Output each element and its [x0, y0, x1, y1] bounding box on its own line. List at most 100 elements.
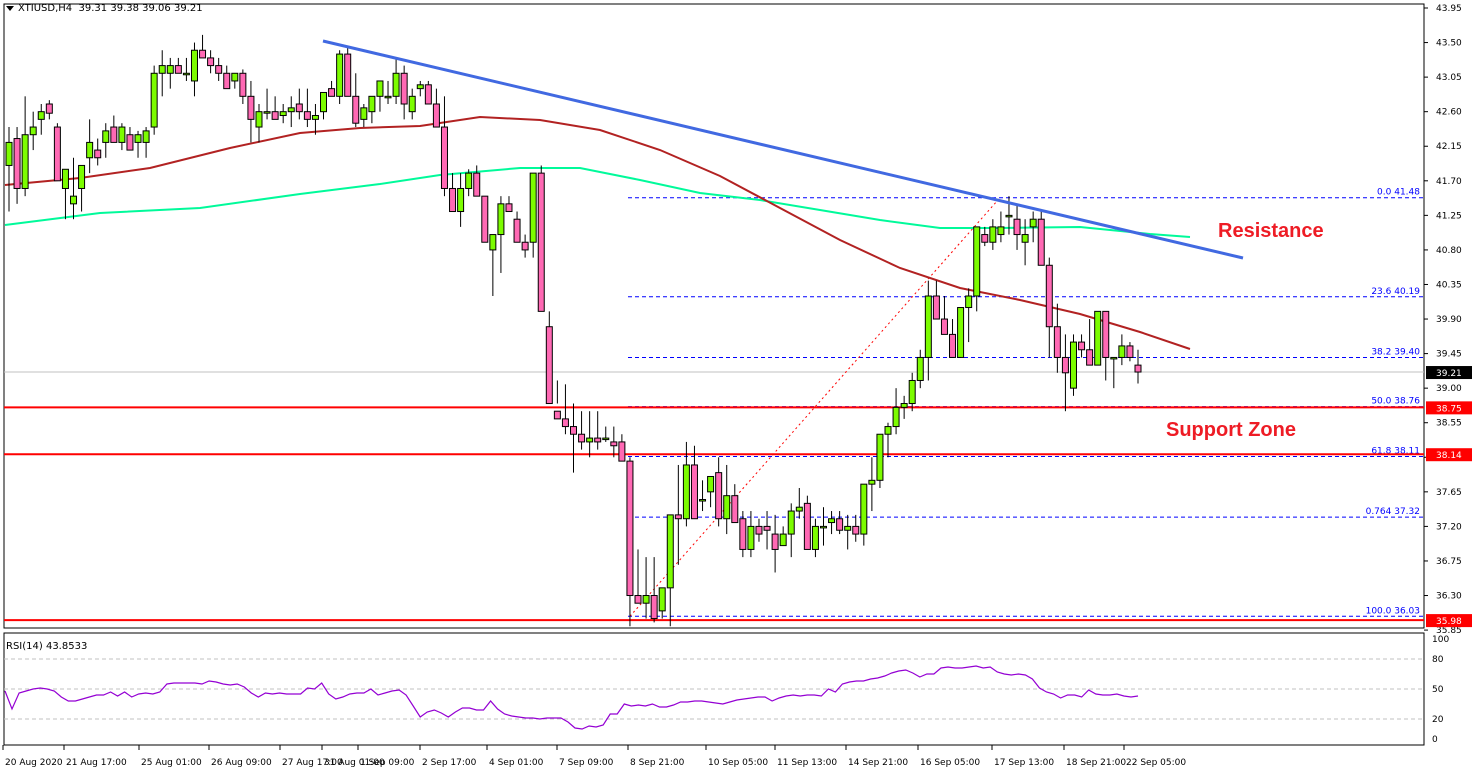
bear-candle	[755, 525, 763, 535]
bull-candle	[586, 437, 594, 443]
bear-candle	[852, 525, 860, 535]
time-axis-label: 7 Sep 09:00	[559, 758, 614, 768]
bull-candle	[78, 164, 86, 189]
bull-candle	[102, 130, 110, 143]
bull-candle	[489, 234, 497, 251]
bear-candle	[803, 502, 811, 550]
bear-candle	[715, 472, 723, 520]
bull-candle	[190, 49, 198, 82]
bull-candle	[908, 379, 916, 405]
bull-candle	[336, 53, 344, 97]
bear-candle	[344, 53, 352, 97]
bull-candle	[844, 525, 852, 531]
bull-candle	[320, 91, 328, 113]
bear-candle	[940, 318, 948, 335]
bear-candle	[110, 126, 118, 143]
price-tag-label: 38.75	[1436, 404, 1462, 414]
bull-candle	[602, 437, 610, 441]
bull-candle	[182, 72, 190, 76]
bull-candle	[263, 111, 271, 114]
bull-candle	[828, 518, 836, 524]
bull-candle	[1029, 218, 1037, 228]
bear-candle	[1053, 326, 1061, 358]
bear-candle	[771, 533, 779, 550]
bull-candle	[642, 595, 650, 604]
bear-candle	[626, 460, 634, 597]
bull-candle	[723, 495, 731, 520]
bull-candle	[368, 95, 376, 113]
time-axis-label: 18 Sep 21:00	[1066, 758, 1126, 768]
bear-candle	[1061, 356, 1069, 374]
bull-candle	[1094, 310, 1102, 366]
bull-candle	[61, 168, 69, 189]
price-axis-label: 43.05	[1436, 73, 1462, 83]
rsi-line	[4, 665, 1139, 730]
price-tag-label: 39.21	[1436, 369, 1462, 379]
time-axis-label: 31 Aug 01:00	[324, 758, 385, 768]
bull-candle	[699, 499, 707, 502]
price-tag	[1426, 401, 1472, 415]
bear-candle	[1078, 341, 1086, 351]
bear-candle	[449, 187, 457, 213]
bull-candle	[118, 126, 126, 143]
bull-candle	[150, 72, 158, 128]
bull-candle	[707, 475, 715, 493]
bull-candle	[408, 95, 416, 113]
bear-candle	[674, 514, 682, 520]
bull-candle	[376, 80, 384, 97]
bear-candle	[690, 464, 698, 520]
bull-candle	[787, 510, 795, 535]
bull-candle	[29, 126, 37, 136]
bear-candle	[239, 72, 247, 97]
ma-slow-line	[4, 167, 1191, 238]
bear-candle	[763, 525, 771, 531]
bull-candle	[1069, 341, 1077, 389]
bear-candle	[199, 49, 207, 59]
bull-candle	[860, 483, 868, 535]
price-axis-label: 42.15	[1436, 142, 1462, 152]
time-axis-label: 10 Sep 05:00	[708, 758, 768, 768]
bull-candle	[1110, 356, 1118, 360]
bull-candle	[965, 295, 973, 309]
dropdown-triangle-icon[interactable]	[6, 5, 14, 11]
fib-level-label: 38.2 39.40	[1371, 347, 1420, 357]
price-axis-label: 39.90	[1436, 315, 1462, 325]
bull-candle	[1118, 345, 1126, 358]
price-tag	[1426, 614, 1472, 628]
bear-candle	[594, 437, 602, 443]
bull-candle	[682, 464, 690, 520]
bull-candle	[384, 95, 392, 99]
bull-candle	[747, 525, 755, 550]
time-axis-label: 22 Sep 05:00	[1126, 758, 1186, 768]
bull-candle	[416, 84, 424, 90]
bear-candle	[1126, 345, 1134, 358]
bull-candle	[392, 72, 400, 97]
bear-candle	[545, 326, 553, 405]
bull-candle	[360, 107, 368, 120]
bull-candle	[37, 111, 45, 120]
bear-candle	[634, 595, 642, 604]
bear-candle	[473, 172, 481, 197]
bear-candle	[836, 518, 844, 531]
bear-candle	[553, 410, 561, 420]
bear-candle	[174, 65, 182, 74]
price-tag-label: 38.14	[1436, 451, 1462, 461]
bull-candle	[779, 533, 787, 547]
price-axis-label: 43.95	[1436, 4, 1462, 14]
bear-candle	[215, 65, 223, 74]
bear-candle	[521, 241, 529, 251]
bull-candle	[819, 525, 827, 529]
ma-fast-line	[4, 115, 1191, 350]
bear-candle	[1045, 264, 1053, 328]
bull-candle	[166, 65, 174, 74]
rsi-axis-label: 80	[1432, 655, 1444, 665]
resistance-trendline[interactable]	[322, 39, 1244, 260]
bull-candle	[158, 65, 166, 74]
bear-candle	[481, 195, 489, 243]
bull-candle	[989, 226, 997, 243]
bull-candle	[884, 426, 892, 435]
price-axis-label: 41.25	[1436, 211, 1462, 221]
bear-candle	[505, 203, 513, 213]
